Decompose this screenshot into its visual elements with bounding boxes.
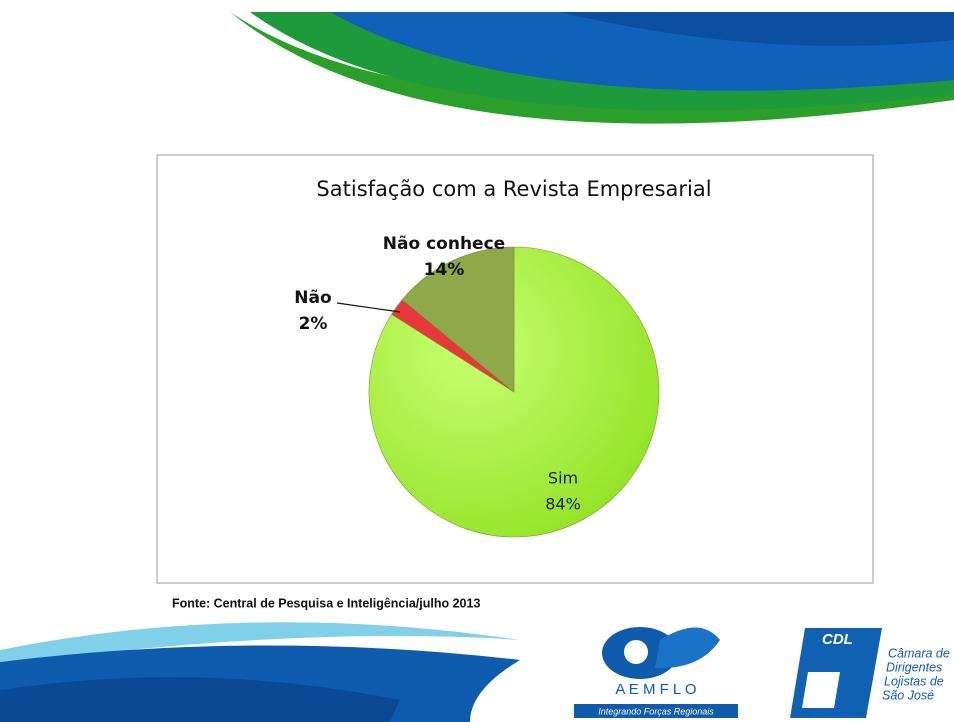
slice-value-label: 14%	[424, 260, 465, 280]
aemflo-mark-hole	[624, 640, 648, 664]
aemflo-banner	[574, 704, 738, 718]
leader-line	[336, 302, 401, 313]
cdl-line: São José	[882, 688, 934, 702]
source-note: Fonte: Central de Pesquisa e Inteligênci…	[172, 596, 480, 610]
bottom-blue-dark	[0, 677, 400, 722]
cdl-line: Câmara de	[888, 646, 950, 660]
slice-value-label: 84%	[545, 495, 581, 514]
aemflo-mark-wing	[655, 627, 720, 669]
cdl-line: Lojistas de	[884, 674, 944, 688]
cdl-name: CDL	[822, 631, 853, 648]
cdl-line: Dirigentes	[886, 660, 942, 674]
chart-title: Satisfação com a Revista Empresarial	[316, 177, 711, 201]
slice-category-label: Não conhece	[383, 234, 505, 254]
slice-value-label: 2%	[299, 314, 328, 334]
pie	[368, 246, 660, 538]
top-blue-dark	[560, 12, 954, 46]
slice-category-label: Não	[294, 288, 331, 308]
cdl-mark-cutout	[802, 672, 840, 708]
aemflo-tagline: Integrando Forças Regionais	[598, 706, 714, 716]
bottom-light-swoosh	[0, 622, 520, 665]
slice-category-label: Sim	[548, 469, 578, 488]
aemflo-name: A E M F L O	[615, 681, 696, 698]
top-green-swoosh	[230, 12, 954, 124]
pie-slice	[401, 246, 515, 393]
